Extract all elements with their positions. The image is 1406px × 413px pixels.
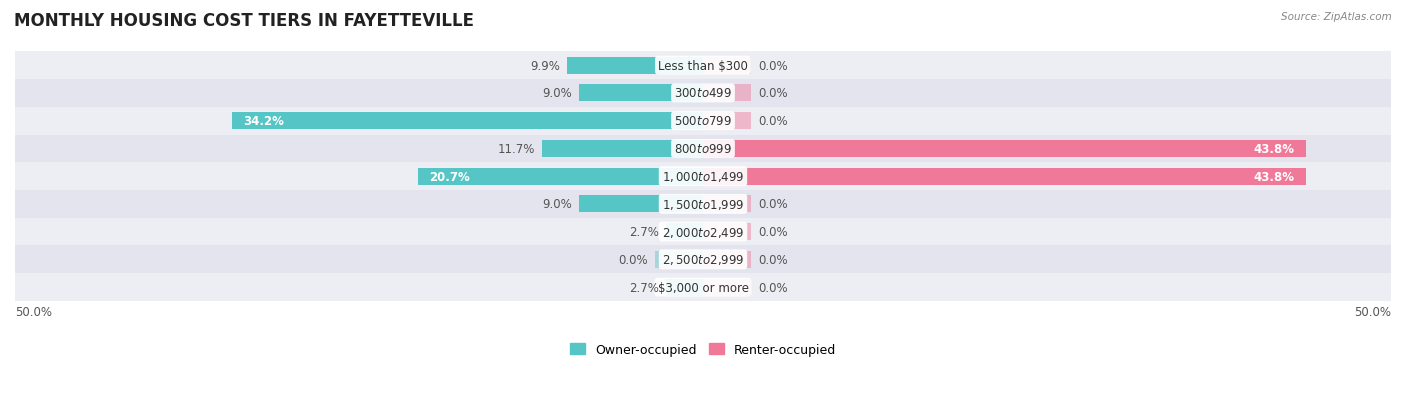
Text: 43.8%: 43.8% [1254,142,1295,156]
Text: $1,500 to $1,999: $1,500 to $1,999 [662,197,744,211]
Text: 0.0%: 0.0% [758,225,787,239]
Bar [703,85,751,102]
Bar [703,140,1306,158]
Text: 20.7%: 20.7% [429,170,470,183]
Text: 2.7%: 2.7% [628,225,659,239]
Bar [541,140,703,158]
Bar [15,190,1391,218]
Text: 11.7%: 11.7% [498,142,536,156]
Text: 0.0%: 0.0% [758,87,787,100]
Bar [15,218,1391,246]
Bar [655,251,703,268]
Bar [15,135,1391,163]
Bar [418,168,703,185]
Text: $800 to $999: $800 to $999 [673,142,733,156]
Text: 43.8%: 43.8% [1254,170,1295,183]
Bar [15,246,1391,273]
Text: 0.0%: 0.0% [758,115,787,128]
Text: 0.0%: 0.0% [758,253,787,266]
Bar [703,57,751,75]
Bar [703,279,751,296]
Text: 9.9%: 9.9% [530,59,560,72]
Bar [579,196,703,213]
Text: Less than $300: Less than $300 [658,59,748,72]
Text: $2,500 to $2,999: $2,500 to $2,999 [662,253,744,267]
Text: 2.7%: 2.7% [628,281,659,294]
Text: 0.0%: 0.0% [758,198,787,211]
Text: 50.0%: 50.0% [15,305,52,318]
Bar [579,85,703,102]
Bar [666,279,703,296]
Bar [15,52,1391,80]
Legend: Owner-occupied, Renter-occupied: Owner-occupied, Renter-occupied [569,343,837,356]
Bar [15,80,1391,107]
Bar [232,113,703,130]
Text: $2,000 to $2,499: $2,000 to $2,499 [662,225,744,239]
Bar [567,57,703,75]
Bar [666,223,703,241]
Text: MONTHLY HOUSING COST TIERS IN FAYETTEVILLE: MONTHLY HOUSING COST TIERS IN FAYETTEVIL… [14,12,474,30]
Bar [703,223,751,241]
Text: $1,000 to $1,499: $1,000 to $1,499 [662,170,744,184]
Text: $300 to $499: $300 to $499 [673,87,733,100]
Text: 50.0%: 50.0% [1354,305,1391,318]
Bar [15,107,1391,135]
Text: 34.2%: 34.2% [243,115,284,128]
Bar [703,251,751,268]
Bar [15,273,1391,301]
Text: Source: ZipAtlas.com: Source: ZipAtlas.com [1281,12,1392,22]
Bar [703,113,751,130]
Text: 9.0%: 9.0% [543,87,572,100]
Bar [15,163,1391,190]
Text: $3,000 or more: $3,000 or more [658,281,748,294]
Text: $500 to $799: $500 to $799 [673,115,733,128]
Text: 0.0%: 0.0% [758,59,787,72]
Text: 0.0%: 0.0% [619,253,648,266]
Text: 9.0%: 9.0% [543,198,572,211]
Bar [703,196,751,213]
Bar [703,168,1306,185]
Text: 0.0%: 0.0% [758,281,787,294]
